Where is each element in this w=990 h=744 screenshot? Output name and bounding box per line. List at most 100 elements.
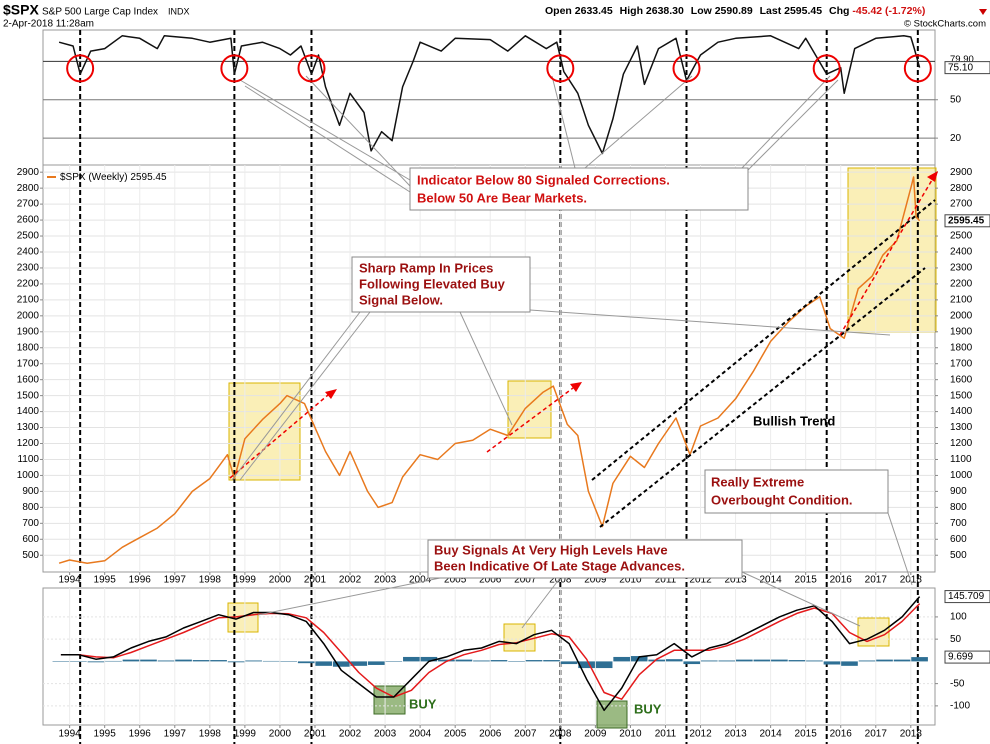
y-tick-label: 1400 bbox=[950, 406, 973, 417]
quote-value: 2638.30 bbox=[646, 5, 684, 17]
highlight bbox=[228, 382, 301, 481]
x-tick-label: 2004 bbox=[409, 729, 432, 740]
y-tick-label: 1800 bbox=[950, 342, 973, 353]
histogram-bar bbox=[525, 660, 543, 662]
x-tick-label: 2015 bbox=[795, 729, 818, 740]
x-tick-label: 2001 bbox=[304, 575, 327, 586]
legend-value: 2595.45 bbox=[130, 172, 167, 183]
histogram-bar bbox=[420, 656, 438, 662]
histogram-bar bbox=[140, 659, 157, 662]
histogram-bar bbox=[858, 660, 876, 662]
x-tick-label: 2010 bbox=[619, 729, 642, 740]
x-tick-label: 2009 bbox=[584, 729, 607, 740]
callout-text: Following Elevated Buy bbox=[359, 276, 506, 291]
histogram-bar bbox=[630, 656, 648, 662]
trend-label: Bullish Trend bbox=[753, 413, 835, 428]
quote-label: Last bbox=[760, 5, 782, 17]
y-tick-label: 700 bbox=[950, 518, 967, 529]
x-tick-label: 1996 bbox=[129, 729, 152, 740]
callout-box bbox=[704, 469, 889, 514]
histogram-bar bbox=[700, 660, 718, 662]
y-tick-label: 2100 bbox=[17, 295, 40, 306]
histogram-bar bbox=[385, 661, 403, 662]
quote-value: 2590.89 bbox=[715, 5, 753, 17]
y-tick-label: 1000 bbox=[17, 470, 40, 481]
legend-name: $SPX (Weekly) bbox=[60, 172, 128, 183]
histogram-bar bbox=[438, 659, 455, 662]
histogram-bar bbox=[157, 660, 175, 662]
highlight bbox=[857, 617, 890, 647]
x-tick-label: 2017 bbox=[865, 729, 888, 740]
copyright: © StockCharts.com bbox=[904, 19, 986, 30]
x-tick-label: 1994 bbox=[59, 729, 82, 740]
y-tick-label: 1200 bbox=[17, 438, 40, 449]
histogram-bar bbox=[841, 661, 858, 666]
y-tick-label: 1100 bbox=[950, 454, 972, 465]
x-tick-label: 2018 bbox=[900, 729, 923, 740]
trend-arrow bbox=[839, 179, 933, 336]
histogram-bar bbox=[788, 660, 806, 662]
x-tick-label: 2011 bbox=[655, 575, 677, 586]
histogram-bar bbox=[718, 660, 736, 662]
y-tick-label: 700 bbox=[22, 518, 39, 529]
callout-text: Signal Below. bbox=[359, 292, 443, 307]
x-tick-label: 1997 bbox=[164, 575, 187, 586]
legend-entry: $SPX (Weekly) 2595.45 bbox=[60, 172, 167, 183]
histogram-bar bbox=[473, 660, 490, 662]
y-tick-label: 2400 bbox=[950, 247, 973, 258]
x-tick-label: 2013 bbox=[724, 575, 747, 586]
y-tick-label: 600 bbox=[22, 534, 39, 545]
x-tick-label: 2010 bbox=[619, 575, 642, 586]
x-tick-label: 2011 bbox=[655, 729, 677, 740]
annotations: Indicator Below 80 Signaled Corrections.… bbox=[47, 54, 938, 716]
x-tick-label: 2001 bbox=[304, 729, 327, 740]
histogram-bar bbox=[52, 661, 70, 662]
x-tick-label: 2012 bbox=[689, 575, 712, 586]
y-tick-label: 2500 bbox=[950, 231, 973, 242]
histogram-bar bbox=[70, 661, 87, 662]
histogram-bar bbox=[806, 660, 823, 662]
x-tick-label: 2007 bbox=[514, 729, 537, 740]
histogram-bar bbox=[192, 660, 210, 662]
x-tick-label: 2016 bbox=[830, 729, 853, 740]
y-tick-label: 2800 bbox=[17, 183, 40, 194]
histogram-bar bbox=[455, 659, 473, 662]
x-tick-label: 1995 bbox=[94, 575, 117, 586]
x-tick-label: 1996 bbox=[129, 575, 152, 586]
histogram-bar bbox=[210, 660, 227, 662]
y-tick-label: 1500 bbox=[17, 390, 40, 401]
x-tick-label: 2012 bbox=[689, 729, 712, 740]
y-tick-label: 1000 bbox=[950, 470, 973, 481]
x-tick-label: 2004 bbox=[409, 575, 432, 586]
quote-value: 2633.45 bbox=[575, 5, 613, 17]
y-tick-label: 1300 bbox=[950, 422, 973, 433]
panel-frame bbox=[42, 587, 936, 726]
y-tick-label: 1300 bbox=[17, 422, 40, 433]
overlay-label: 79.90 bbox=[950, 54, 974, 65]
x-tick-label: 2002 bbox=[339, 729, 362, 740]
pointer bbox=[231, 309, 891, 481]
y-tick-label: 500 bbox=[950, 550, 967, 561]
price-line bbox=[58, 176, 921, 564]
x-tick-label: 1999 bbox=[234, 575, 257, 586]
histogram-bar bbox=[227, 661, 245, 663]
x-tick-label: 2000 bbox=[269, 729, 292, 740]
x-tick-label: 1994 bbox=[59, 575, 82, 586]
histogram-bar bbox=[578, 661, 595, 669]
arrow-head bbox=[325, 389, 337, 399]
x-tick-label: 2016 bbox=[830, 575, 853, 586]
histogram-bar bbox=[87, 661, 105, 663]
quote-value: 2595.45 bbox=[784, 5, 822, 17]
trend-line bbox=[599, 267, 926, 528]
callout-text: Overbought Condition. bbox=[711, 492, 853, 507]
histogram-bar bbox=[771, 659, 788, 662]
y-tick-label: 100 bbox=[950, 612, 967, 623]
histogram-bar bbox=[105, 660, 122, 662]
histogram-bar bbox=[122, 659, 140, 662]
x-tick-label: 2015 bbox=[795, 575, 818, 586]
signal-circle bbox=[903, 54, 932, 83]
histogram-bar bbox=[665, 659, 683, 662]
histogram-bar bbox=[332, 661, 350, 667]
x-tick-label: 1995 bbox=[94, 729, 117, 740]
